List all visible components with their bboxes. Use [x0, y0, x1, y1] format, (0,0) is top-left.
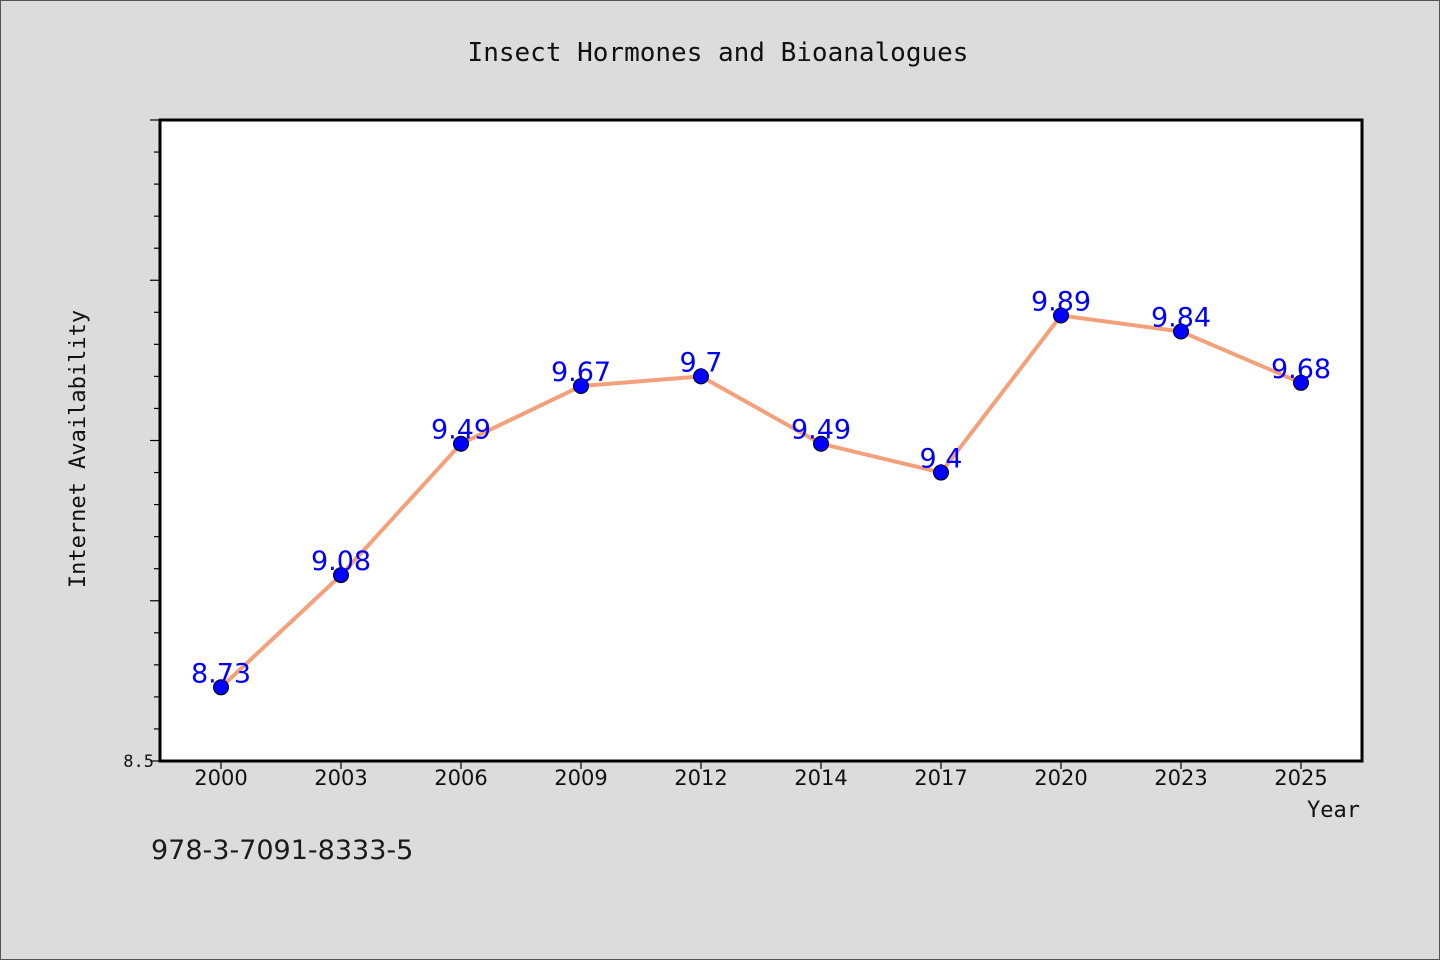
series-group: 8.73 9.08 9.49 9.67 9.7 9.49 9.4 9.89 9.84 9.68	[191, 287, 1331, 696]
chart-title: Insect Hormones and Bioanalogues	[468, 38, 969, 68]
data-point	[1293, 374, 1309, 391]
data-point	[1173, 323, 1189, 340]
x-axis-ticks: 2000 2003 2006 2009 2012 2014 2017 2020 2023 2025	[194, 761, 1328, 790]
x-tick-label: 2014	[794, 766, 847, 790]
x-tick-label: 2000	[194, 766, 247, 790]
x-tick-label: 2009	[554, 766, 607, 790]
x-tick-label: 2006	[434, 766, 487, 790]
data-label: 9.49	[431, 415, 491, 446]
y-axis-ticks: 8.5	[123, 119, 160, 772]
data-label: 9.84	[1151, 303, 1211, 334]
data-point	[1053, 307, 1069, 324]
data-point	[333, 567, 349, 584]
x-tick-label: 2017	[914, 766, 967, 790]
x-tick-label: 2023	[1154, 766, 1207, 790]
data-label: 9.67	[551, 357, 611, 388]
data-label: 9.7	[680, 347, 723, 378]
data-label: 9.89	[1031, 287, 1091, 318]
series-line	[219, 313, 1303, 690]
data-label: 9.68	[1271, 354, 1331, 385]
data-point	[693, 368, 709, 385]
data-point	[813, 435, 829, 452]
data-label: 8.73	[191, 658, 251, 689]
y-tick-label: 8.5	[123, 752, 154, 772]
data-point	[213, 679, 229, 696]
x-tick-label: 2012	[674, 766, 727, 790]
data-point	[453, 435, 469, 452]
y-axis-label: Internet Availability	[66, 310, 91, 588]
x-tick-label: 2003	[314, 766, 367, 790]
x-tick-label: 2020	[1034, 766, 1087, 790]
x-axis-label: Year	[1307, 798, 1360, 823]
data-label: 9.08	[311, 546, 371, 577]
data-label: 9.4	[920, 444, 963, 475]
plot-area	[158, 118, 1364, 763]
data-label: 9.49	[791, 415, 851, 446]
footer-code: 978-3-7091-8333-5	[151, 835, 414, 866]
data-point	[933, 464, 949, 481]
data-point	[573, 378, 589, 395]
x-tick-label: 2025	[1274, 766, 1327, 790]
